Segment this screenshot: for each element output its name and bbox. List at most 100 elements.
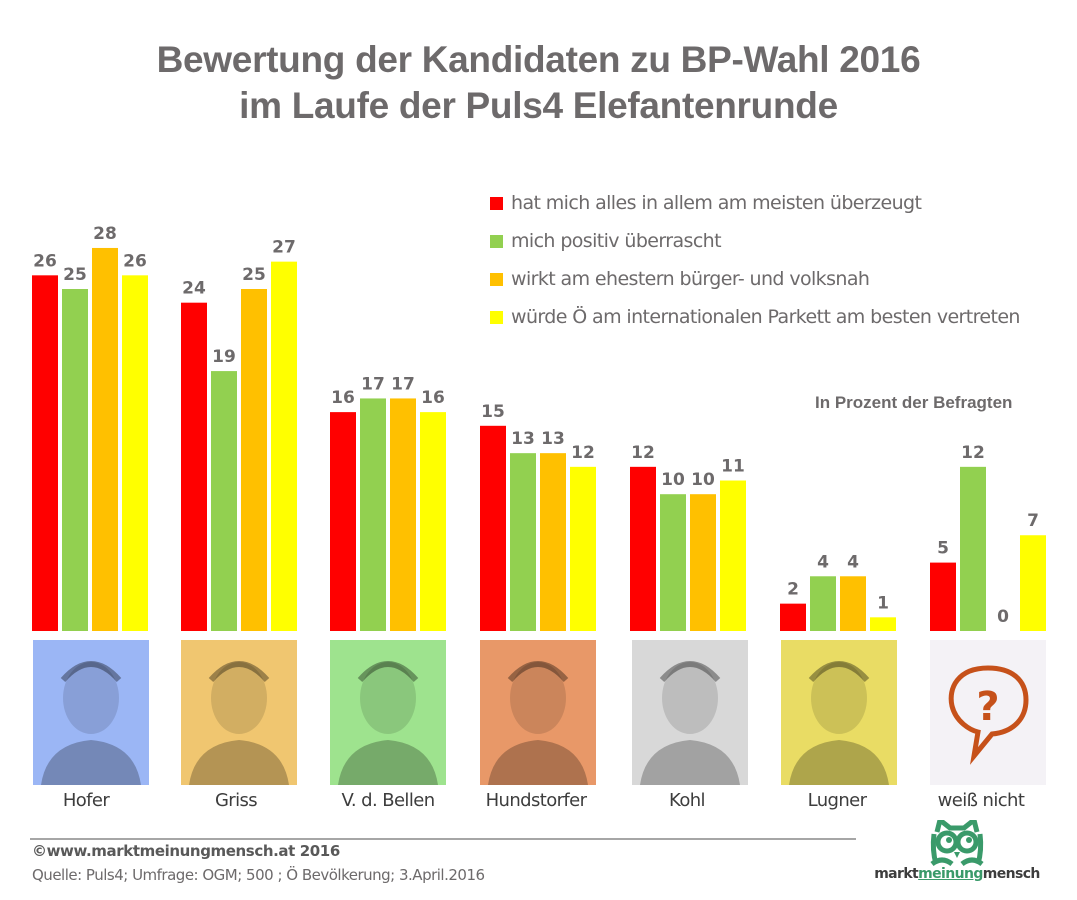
- bar: [810, 576, 836, 631]
- category-label: V. d. Bellen: [341, 790, 435, 811]
- logo-part: meinung: [918, 866, 983, 882]
- portrait-lugner: [781, 640, 897, 785]
- bar: [271, 261, 297, 631]
- data-label: 26: [123, 251, 147, 271]
- bar: [211, 371, 237, 631]
- portrait-kohl: [632, 640, 748, 785]
- portrait-hundstorfer: [488, 661, 588, 785]
- data-label: 27: [272, 238, 296, 258]
- data-label: 13: [541, 429, 565, 449]
- bar: [570, 466, 596, 631]
- data-label: 25: [63, 265, 87, 285]
- category-label: Hofer: [62, 790, 110, 811]
- data-label: 17: [391, 374, 415, 394]
- owl-icon: [930, 820, 984, 867]
- data-label: 4: [847, 552, 859, 572]
- question-speech-bubble-icon: ?: [930, 640, 1046, 785]
- portrait-lugner: [789, 661, 889, 785]
- bar: [630, 466, 656, 631]
- bar: [241, 289, 267, 631]
- logo-part: mensch: [982, 866, 1041, 882]
- category-label: Kohl: [669, 790, 706, 811]
- bar: [720, 480, 746, 631]
- data-label: 17: [361, 374, 385, 394]
- logo-part: markt: [874, 866, 919, 882]
- portrait-kohl: [640, 661, 740, 785]
- bar: [330, 412, 356, 631]
- bar: [122, 275, 148, 631]
- bar: [930, 562, 956, 631]
- bar: [660, 494, 686, 631]
- data-label: 16: [421, 388, 445, 408]
- legend-item: würde Ö am internationalen Parkett am be…: [490, 298, 1020, 336]
- data-label: 26: [33, 251, 57, 271]
- legend-item: mich positiv überrascht: [490, 222, 1020, 260]
- category-label: Griss: [214, 790, 258, 811]
- brand-logo: marktmeinungmensch: [862, 820, 1052, 890]
- data-label: 5: [937, 539, 949, 559]
- data-label: 2: [787, 580, 799, 600]
- footer-divider: [30, 838, 856, 840]
- legend-swatch-orange: [490, 272, 503, 286]
- chart-title-line-2: im Laufe der Puls4 Elefantenrunde: [239, 85, 838, 126]
- legend-label: würde Ö am internationalen Parkett am be…: [511, 306, 1020, 328]
- data-label: 28: [93, 224, 117, 244]
- bar: [181, 302, 207, 631]
- data-label: 1: [877, 593, 889, 613]
- data-label: 12: [961, 443, 985, 463]
- bar: [540, 453, 566, 631]
- data-label: 11: [721, 457, 745, 477]
- bar: [780, 603, 806, 631]
- portrait-griss: [181, 640, 297, 785]
- category-label: Lugner: [807, 790, 867, 811]
- chart-title-line-1: Bewertung der Kandidaten zu BP-Wahl 2016: [156, 39, 921, 80]
- data-label: 10: [661, 470, 685, 490]
- svg-text:?: ?: [976, 684, 999, 730]
- bar: [510, 453, 536, 631]
- legend-label: mich positiv überrascht: [511, 230, 722, 252]
- bar: [420, 412, 446, 631]
- bar: [690, 494, 716, 631]
- portrait-van-der-bellen: [338, 661, 438, 785]
- bar: [32, 275, 58, 631]
- logo-wordmark: marktmeinungmensch: [862, 866, 1052, 882]
- bar: [840, 576, 866, 631]
- bar: [870, 617, 896, 631]
- data-label: 7: [1027, 511, 1039, 531]
- data-label: 12: [631, 443, 655, 463]
- unit-note: In Prozent der Befragten: [815, 393, 1013, 412]
- portrait-griss: [189, 661, 289, 785]
- data-label: 0: [997, 607, 1009, 627]
- data-label: 4: [817, 552, 829, 572]
- bar: [390, 398, 416, 631]
- bar: [92, 247, 118, 631]
- category-label: Hundstorfer: [485, 790, 587, 811]
- data-label: 13: [511, 429, 535, 449]
- data-label: 25: [242, 265, 266, 285]
- legend-swatch-yellow: [490, 310, 503, 324]
- bar: [62, 289, 88, 631]
- portrait-hofer: [33, 640, 149, 785]
- legend-item: hat mich alles in allem am meisten überz…: [490, 184, 1020, 222]
- portrait-hundstorfer: [480, 640, 596, 785]
- data-label: 24: [182, 279, 206, 299]
- data-label: 15: [481, 402, 505, 422]
- legend-item: wirkt am ehestern bürger- und volksnah: [490, 260, 1020, 298]
- bar: [480, 425, 506, 631]
- portrait-van-der-bellen: [330, 640, 446, 785]
- category-label: weiß nicht: [937, 790, 1025, 811]
- portrait-hofer: [41, 661, 141, 785]
- legend-label: wirkt am ehestern bürger- und volksnah: [511, 268, 870, 290]
- bar: [960, 466, 986, 631]
- copyright: ©www.marktmeinungmensch.at 2016: [32, 842, 340, 860]
- bar: [360, 398, 386, 631]
- legend-label: hat mich alles in allem am meisten überz…: [511, 192, 922, 214]
- data-label: 16: [331, 388, 355, 408]
- data-label: 12: [571, 443, 595, 463]
- legend-swatch-green: [490, 234, 503, 248]
- data-label: 10: [691, 470, 715, 490]
- bar: [1020, 535, 1046, 631]
- legend: hat mich alles in allem am meisten überz…: [490, 184, 1020, 336]
- data-label: 19: [212, 347, 236, 367]
